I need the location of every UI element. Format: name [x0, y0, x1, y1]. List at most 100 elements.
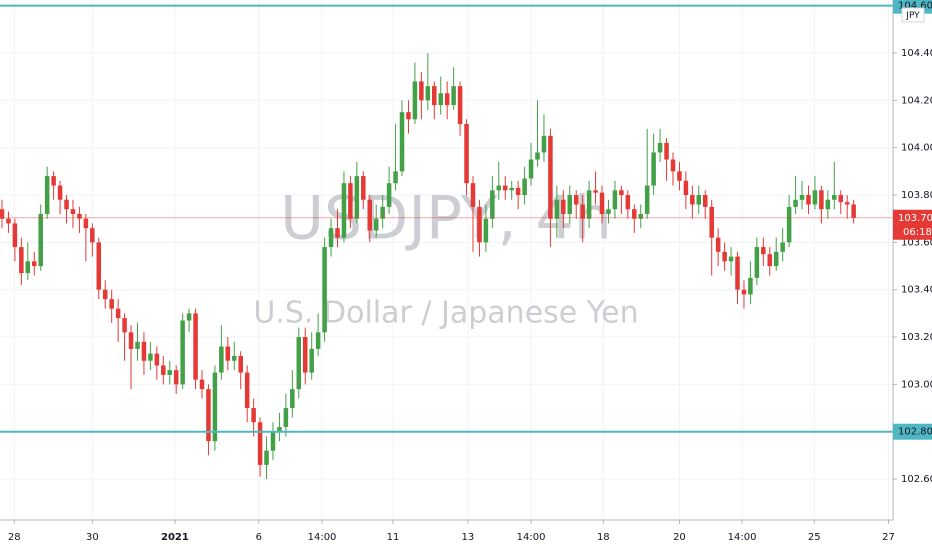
candle-body	[690, 195, 695, 205]
candle-body	[838, 195, 843, 203]
candle-body	[38, 213, 43, 267]
candle-body	[180, 320, 185, 385]
candle-body	[735, 256, 740, 290]
candle-body	[90, 228, 95, 243]
candle-body	[283, 408, 289, 427]
candle-body	[12, 223, 18, 248]
candle-body	[502, 185, 508, 191]
x-tick-label: 6	[256, 532, 262, 543]
candle-body	[315, 332, 321, 349]
countdown-label: 06:18	[903, 227, 932, 238]
plot	[0, 4, 893, 480]
candle-body	[44, 176, 50, 214]
candle-body	[444, 93, 450, 106]
candle-body	[419, 81, 424, 101]
candle-body	[767, 254, 773, 267]
candle-body	[432, 86, 437, 106]
candle-body	[677, 171, 682, 181]
candle-body	[515, 187, 521, 196]
candle-body	[619, 190, 624, 196]
candle-body	[761, 247, 766, 255]
candle-body	[19, 247, 24, 274]
candle-body	[832, 195, 837, 200]
candle-body	[464, 124, 469, 184]
x-tick-label: 13	[461, 532, 474, 543]
candle-body	[773, 251, 779, 267]
y-tick-label: 104.000	[901, 143, 932, 154]
candle-body	[457, 86, 463, 125]
candle-body	[354, 176, 360, 219]
candle-body	[599, 192, 605, 214]
candle-body	[51, 176, 56, 186]
candle-body	[541, 135, 547, 153]
candle-body	[199, 379, 205, 390]
candle-body	[651, 152, 656, 186]
candle-body	[186, 313, 192, 321]
candle-body	[728, 256, 734, 262]
candle-body	[477, 206, 482, 243]
candle-body	[748, 277, 753, 295]
candle-body	[380, 206, 385, 219]
currency-badge[interactable]	[901, 7, 925, 23]
x-tick-label: 18	[597, 532, 610, 543]
candle-body	[322, 247, 327, 333]
candle-body	[509, 187, 514, 191]
x-tick-label: 27	[882, 532, 895, 543]
x-tick-label: 11	[387, 532, 400, 543]
candle-body	[96, 242, 102, 290]
candle-body	[812, 190, 818, 205]
candle-body	[102, 289, 108, 300]
x-tick-label: 28	[8, 532, 21, 543]
candle-body	[709, 206, 714, 238]
x-tick-label: 25	[808, 532, 821, 543]
candle-body	[238, 355, 243, 373]
candle-body	[277, 426, 282, 432]
x-tick-label: 14:00	[728, 532, 757, 543]
watermark-name: U.S. Dollar / Japanese Yen	[253, 296, 638, 331]
candle-body	[328, 228, 334, 248]
candle-body	[361, 176, 366, 200]
candle-body	[309, 348, 314, 373]
candle-body	[470, 183, 476, 207]
candle-body	[57, 185, 63, 200]
candle-body	[741, 289, 747, 295]
candle-body	[6, 218, 11, 224]
candle-body	[141, 341, 147, 361]
candle-body	[109, 299, 114, 309]
candle-body	[251, 408, 256, 423]
candle-body	[173, 370, 179, 385]
y-tick-label: 103.000	[901, 379, 932, 390]
candle-body	[806, 195, 811, 205]
candle-body	[825, 199, 831, 210]
candle-body	[219, 346, 224, 373]
candle-body	[25, 261, 31, 274]
candle-body	[154, 353, 160, 366]
level-label: 104.600	[898, 1, 932, 12]
candle-body	[819, 190, 824, 210]
candle-body	[386, 183, 392, 207]
candle-body	[225, 346, 231, 361]
candle-body	[715, 237, 721, 252]
candle-body	[799, 195, 805, 200]
candle-body	[115, 308, 121, 319]
y-tick-label: 103.200	[901, 332, 932, 343]
last-price-label: 103.704	[898, 213, 932, 224]
candle-body	[373, 218, 379, 231]
candle-body	[399, 112, 405, 172]
candle-body	[393, 171, 398, 184]
candle-body	[548, 135, 553, 219]
candle-body	[496, 185, 502, 191]
candle-body	[580, 204, 585, 219]
candle-body	[490, 190, 495, 219]
y-tick-label: 102.600	[901, 474, 932, 485]
candle-body	[657, 142, 663, 153]
candle-body	[554, 199, 560, 219]
candle-body	[148, 353, 153, 361]
candle-body	[367, 199, 373, 231]
candle-body	[567, 195, 573, 214]
candle-body	[412, 81, 418, 120]
candle-body	[632, 209, 637, 219]
candle-body	[793, 199, 798, 207]
y-tick-label: 103.800	[901, 190, 932, 201]
